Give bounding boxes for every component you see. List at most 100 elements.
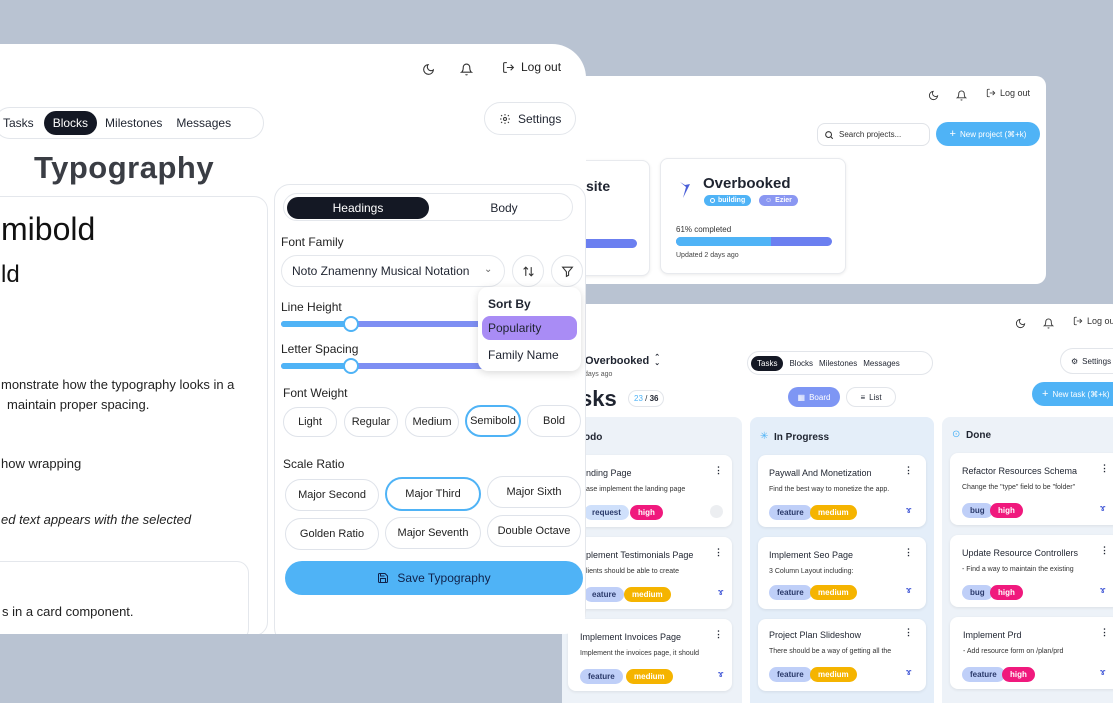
weight-light[interactable]: Light <box>283 407 337 437</box>
logout-button[interactable]: Log out <box>502 60 561 74</box>
tab-milestones[interactable]: Milestones <box>105 116 163 130</box>
preview-paragraph-1b: maintain proper spacing. <box>7 397 150 412</box>
letter-spacing-thumb[interactable] <box>342 358 359 374</box>
scale-major-sixth[interactable]: Major Sixth <box>487 476 581 508</box>
tag: feature <box>580 669 623 684</box>
board-window: Log out Overbooked ⌃⌄ days ago Tasks Blo… <box>562 304 1113 703</box>
new-task-button[interactable]: + New task (⌘+k) <box>1032 382 1113 406</box>
view-list-label: List <box>869 392 882 402</box>
line-height-thumb[interactable] <box>342 316 359 332</box>
save-icon <box>378 573 389 583</box>
more-icon[interactable]: ⋮ <box>1100 627 1109 637</box>
page-title: Typography <box>34 150 215 185</box>
weight-semibold[interactable]: Semibold <box>465 405 521 437</box>
preview-card-text: s in a card component. <box>2 604 134 619</box>
weight-medium[interactable]: Medium <box>405 407 459 437</box>
sort-option-family-name-label: Family Name <box>488 348 559 362</box>
bell-icon[interactable] <box>1041 316 1055 330</box>
task-title: nding Page <box>586 468 632 478</box>
more-icon[interactable]: ⋮ <box>714 629 723 639</box>
task-card[interactable]: Refactor Resources Schema ⋮ Change the "… <box>950 453 1113 525</box>
task-desc: Implement the invoices page, it should <box>580 650 700 657</box>
tab-tasks[interactable]: Tasks <box>751 355 784 371</box>
task-card[interactable]: Implement Seo Page ⋮ 3 Column Layout inc… <box>758 537 926 609</box>
more-icon[interactable]: ⋮ <box>714 547 723 557</box>
save-typography-button[interactable]: Save Typography <box>285 561 583 595</box>
more-icon[interactable]: ⋮ <box>714 465 723 475</box>
column-title: In Progress <box>774 432 830 443</box>
scale-ratio-label: Scale Ratio <box>283 457 345 471</box>
scale-major-second[interactable]: Major Second <box>285 479 379 511</box>
task-card[interactable]: Update Resource Controllers ⋮ - Find a w… <box>950 535 1113 607</box>
scale-golden-ratio[interactable]: Golden Ratio <box>285 518 379 550</box>
tab-tasks[interactable]: Tasks <box>3 116 34 130</box>
tab-blocks[interactable]: Blocks <box>789 358 814 368</box>
task-card[interactable]: Implement Prd ⋮ - Add resource form on /… <box>950 617 1113 689</box>
task-card[interactable]: nding Page ⋮ ase implement the landing p… <box>568 455 732 527</box>
typography-window: Log out Tasks Blocks Milestones Messages… <box>0 44 586 634</box>
scale-major-third[interactable]: Major Third <box>385 477 481 511</box>
seg-body-label: Body <box>490 201 518 215</box>
more-icon[interactable]: ⋮ <box>904 465 913 475</box>
view-board-button[interactable]: ▦ Board <box>788 387 840 407</box>
more-icon[interactable]: ⋮ <box>1100 463 1109 473</box>
new-project-label: New project (⌘+k) <box>959 129 1027 139</box>
moon-icon[interactable] <box>420 61 436 77</box>
scale-double-octave[interactable]: Double Octave <box>487 515 581 547</box>
assignee-avatar <box>710 505 723 518</box>
moon-icon[interactable] <box>926 88 940 102</box>
project-status-badge: building <box>704 195 752 206</box>
sort-option-family-name[interactable]: Family Name <box>482 343 577 367</box>
weight-regular[interactable]: Regular <box>344 407 398 437</box>
view-list-button[interactable]: ≡ List <box>846 387 896 407</box>
tab-milestones[interactable]: Milestones <box>819 358 858 368</box>
task-card[interactable]: plement Testimonials Page ⋮ lients shoul… <box>568 537 732 609</box>
tab-messages[interactable]: Messages <box>863 358 900 368</box>
filter-button[interactable] <box>551 255 583 287</box>
seg-body[interactable]: Body <box>434 197 574 219</box>
task-card[interactable]: Implement Invoices Page ⋮ Implement the … <box>568 619 732 691</box>
project-owner-label: Ezier <box>775 197 792 204</box>
sort-dropdown: Sort By Popularity Family Name <box>478 287 581 371</box>
preview-paragraph-1a: monstrate how the typography looks in a <box>1 377 235 392</box>
logout-button[interactable]: Log out <box>986 88 1030 98</box>
project-updated: Updated 2 days ago <box>676 252 739 259</box>
more-icon[interactable]: ⋮ <box>904 627 913 637</box>
sort-button[interactable] <box>512 255 544 287</box>
line-height-fill <box>281 321 351 327</box>
sort-option-popularity[interactable]: Popularity <box>482 316 577 340</box>
sort-dropdown-title: Sort By <box>488 297 531 311</box>
scale-major-seventh[interactable]: Major Seventh <box>385 517 481 549</box>
letter-spacing-slider[interactable] <box>281 358 493 374</box>
assignee-logo-icon: ɤ <box>1100 585 1106 595</box>
task-card[interactable]: Paywall And Monetization ⋮ Find the best… <box>758 455 926 527</box>
bell-icon[interactable] <box>458 61 474 77</box>
project-owner-badge: ☺ Ezier <box>759 195 798 206</box>
project-switcher[interactable]: Overbooked ⌃ ⌄ <box>585 354 660 367</box>
settings-button[interactable]: Settings <box>484 102 576 135</box>
logout-button[interactable]: Log out <box>1073 316 1113 326</box>
project-card[interactable]: Overbooked building ☺ Ezier 61% complete… <box>660 158 846 274</box>
logout-icon <box>1073 316 1083 326</box>
task-title: Refactor Resources Schema <box>962 466 1078 476</box>
search-input[interactable]: Search projects... <box>817 123 930 146</box>
settings-button[interactable]: ⚙ Settings <box>1060 348 1113 374</box>
bell-icon[interactable] <box>954 88 968 102</box>
project-partial-title: site <box>586 178 611 194</box>
task-card[interactable]: Project Plan Slideshow ⋮ There should be… <box>758 619 926 691</box>
font-family-select[interactable]: Noto Znamenny Musical Notation ⌄ <box>281 255 505 287</box>
users-icon: ☺ <box>765 197 773 204</box>
task-count-done: 23 <box>634 394 643 403</box>
new-project-button[interactable]: + New project (⌘+k) <box>936 122 1040 146</box>
assignee-logo-icon: ɤ <box>906 585 912 595</box>
more-icon[interactable]: ⋮ <box>904 547 913 557</box>
more-icon[interactable]: ⋮ <box>1100 545 1109 555</box>
tag: medium <box>810 667 857 682</box>
seg-headings[interactable]: Headings <box>287 197 429 219</box>
line-height-slider[interactable] <box>281 316 493 332</box>
tab-blocks[interactable]: Blocks <box>43 111 98 135</box>
weight-bold[interactable]: Bold <box>527 405 581 437</box>
moon-icon[interactable] <box>1013 316 1027 330</box>
tag: feature <box>769 585 812 600</box>
tab-messages[interactable]: Messages <box>176 116 232 130</box>
